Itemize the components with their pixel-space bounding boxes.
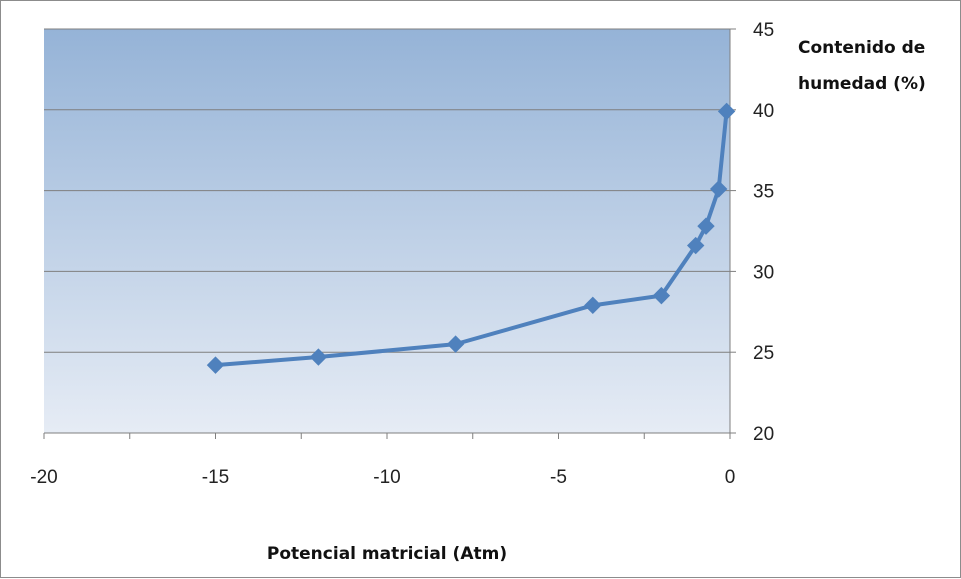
- plot-area: [44, 29, 730, 433]
- y-tick-label: 30: [753, 262, 774, 283]
- axes: [43, 28, 736, 439]
- data-point-marker: [686, 236, 705, 255]
- x-axis-title: Potencial matricial (Atm): [267, 544, 507, 564]
- x-tick-label: -10: [373, 467, 400, 488]
- x-tick-label: -5: [550, 467, 567, 488]
- x-tick-label: 0: [725, 467, 736, 488]
- y-tick-label: 40: [753, 101, 774, 122]
- series: [206, 102, 736, 374]
- y-tick-label: 20: [753, 424, 774, 445]
- y-axis-title-line-1: Contenido de: [798, 38, 925, 58]
- data-point-marker: [446, 335, 465, 353]
- y-tick-label: 25: [753, 343, 774, 364]
- x-tick-label: -15: [202, 467, 229, 488]
- data-point-marker: [584, 296, 602, 315]
- data-point-marker: [717, 102, 736, 121]
- data-point-marker: [697, 217, 715, 235]
- data-point-marker: [206, 356, 225, 374]
- x-tick-label: -20: [30, 467, 57, 488]
- tick-labels: 20 25 30 35 40 45 -20 -15 -10 -5 0: [30, 20, 774, 488]
- y-tick-label: 35: [753, 182, 774, 203]
- y-tick-label: 45: [753, 20, 774, 41]
- y-axis-title-line-2: humedad (%): [798, 74, 926, 94]
- data-point-marker: [709, 180, 728, 198]
- data-point-marker: [652, 286, 671, 305]
- data-point-marker: [309, 348, 328, 366]
- gridlines: [44, 28, 730, 353]
